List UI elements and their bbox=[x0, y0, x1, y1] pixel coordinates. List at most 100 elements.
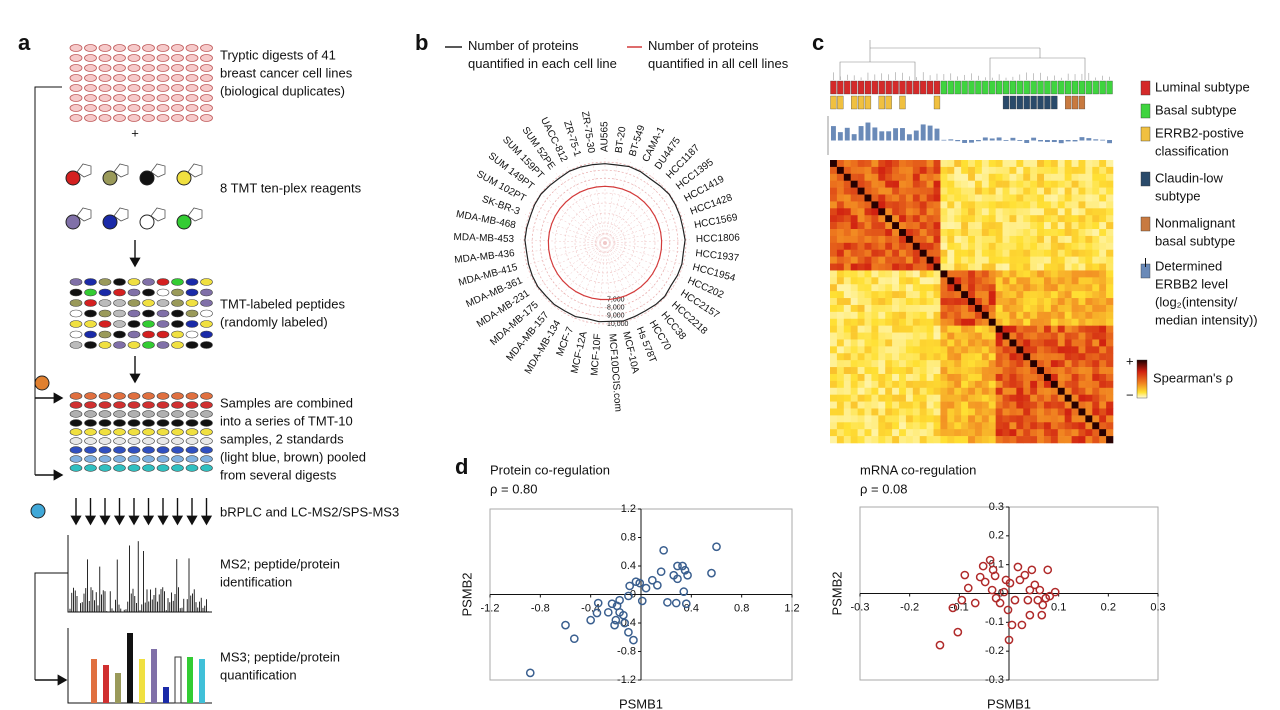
labeled-peptide bbox=[185, 299, 199, 307]
heatmap-cell bbox=[885, 256, 893, 264]
heatmap-cell bbox=[1106, 332, 1114, 340]
digest-dish bbox=[200, 104, 213, 112]
heatmap-cell bbox=[1050, 311, 1059, 320]
heatmap-cell bbox=[850, 194, 858, 202]
heatmap-cell bbox=[981, 187, 990, 195]
heatmap-cell bbox=[933, 160, 941, 168]
erbb2-bar bbox=[1100, 139, 1106, 141]
subtype-cell bbox=[996, 80, 1003, 95]
heatmap-cell bbox=[836, 311, 845, 320]
heatmap-cell bbox=[1057, 339, 1065, 347]
digest-dish bbox=[171, 74, 184, 82]
scatter-point bbox=[653, 580, 662, 590]
heatmap-cell bbox=[830, 360, 838, 368]
heatmap-cell bbox=[1078, 256, 1086, 264]
scatter-point bbox=[1025, 610, 1035, 620]
heatmap-cell bbox=[1016, 401, 1024, 409]
heatmap-cell bbox=[905, 422, 914, 430]
heatmap-cell bbox=[912, 380, 921, 389]
heatmap-cell bbox=[1009, 180, 1017, 188]
heatmap-cell bbox=[1099, 263, 1107, 271]
heatmap-cell bbox=[1064, 373, 1072, 382]
heatmap-cell bbox=[850, 346, 858, 354]
digest-dish bbox=[113, 84, 126, 92]
heatmap-cell bbox=[864, 298, 872, 306]
radar-line bbox=[547, 185, 663, 301]
heatmap-cell bbox=[1078, 187, 1086, 195]
heatmap-cell bbox=[1092, 387, 1100, 395]
heatmap-cell bbox=[926, 346, 934, 354]
heatmap-cell bbox=[850, 401, 858, 409]
heatmap-cell bbox=[1071, 311, 1079, 320]
heatmap-cell bbox=[933, 429, 941, 437]
heatmap-cell bbox=[1078, 284, 1086, 292]
scatter-point bbox=[615, 595, 624, 605]
combined-sample bbox=[142, 410, 155, 418]
heatmap-cell bbox=[899, 339, 907, 347]
heatmap-cell bbox=[940, 401, 948, 409]
heatmap-cell bbox=[1023, 304, 1031, 313]
heatmap-cell bbox=[899, 394, 907, 402]
step-text: identification bbox=[220, 574, 292, 589]
heatmap-cell bbox=[1023, 194, 1031, 202]
heatmap-cell bbox=[988, 270, 996, 278]
heatmap-cell bbox=[968, 387, 976, 395]
legend-text: Determined bbox=[1155, 258, 1222, 273]
heatmap-cell bbox=[864, 436, 872, 444]
heatmap-cell bbox=[864, 256, 872, 264]
heatmap-cell bbox=[1106, 360, 1114, 368]
step-text: into a series of TMT-10 bbox=[220, 413, 353, 428]
heatmap-cell bbox=[864, 415, 872, 423]
heatmap-cell bbox=[1016, 360, 1024, 368]
heatmap-cell bbox=[830, 339, 838, 347]
heatmap-cell bbox=[926, 194, 934, 202]
combined-sample bbox=[185, 419, 199, 427]
heatmap-cell bbox=[1092, 263, 1100, 271]
heatmap-cell bbox=[933, 187, 941, 195]
scatter-point bbox=[985, 555, 995, 565]
heatmap-cell bbox=[871, 415, 879, 423]
heatmap-cell bbox=[1043, 222, 1052, 230]
heatmap-cell bbox=[1037, 229, 1045, 237]
plot-title: Protein co-regulation bbox=[490, 462, 610, 477]
ms3-reporter bbox=[103, 665, 109, 703]
heatmap-cell bbox=[933, 284, 941, 292]
subtype-cell bbox=[864, 80, 872, 95]
x-tick-label: 0.1 bbox=[1051, 601, 1066, 613]
heatmap-cell bbox=[857, 422, 865, 430]
legend-text: (log₂(intensity/ bbox=[1155, 294, 1238, 309]
heatmap-cell bbox=[1064, 215, 1072, 223]
heatmap-cell bbox=[1092, 360, 1100, 368]
reagent bbox=[176, 214, 192, 230]
heatmap-cell bbox=[905, 408, 914, 416]
heatmap-cell bbox=[995, 401, 1003, 409]
heatmap-cell bbox=[940, 408, 948, 416]
heatmap-cell bbox=[954, 277, 962, 285]
heatmap-cell bbox=[1002, 166, 1010, 175]
scatter-point bbox=[1005, 578, 1015, 588]
heatmap-cell bbox=[1106, 201, 1114, 209]
heatmap-cell bbox=[1106, 346, 1114, 354]
heatmap-cell bbox=[954, 187, 962, 195]
heatmap-cell bbox=[988, 180, 996, 188]
subtype-cell bbox=[913, 80, 920, 95]
digest-dish bbox=[127, 94, 141, 102]
heatmap-cell bbox=[1043, 284, 1052, 292]
classification-cell bbox=[1009, 95, 1017, 110]
combined-sample bbox=[127, 446, 141, 454]
heatmap-cell bbox=[933, 422, 941, 430]
heatmap-cell bbox=[961, 394, 969, 402]
heatmap-cell bbox=[1050, 325, 1059, 333]
heatmap-cell bbox=[919, 229, 927, 237]
heatmap-cell bbox=[912, 373, 921, 382]
heatmap-cell bbox=[1050, 160, 1059, 168]
heatmap-cell bbox=[1071, 263, 1079, 271]
heatmap-cell bbox=[885, 277, 893, 285]
x-tick-label: -0.4 bbox=[581, 602, 600, 614]
heatmap-cell bbox=[1071, 208, 1079, 216]
heatmap-cell bbox=[871, 235, 879, 244]
scatter-point bbox=[1013, 562, 1023, 572]
heatmap-cell bbox=[1078, 166, 1086, 175]
digest-dish bbox=[127, 64, 141, 72]
heatmap-cell bbox=[981, 394, 990, 402]
